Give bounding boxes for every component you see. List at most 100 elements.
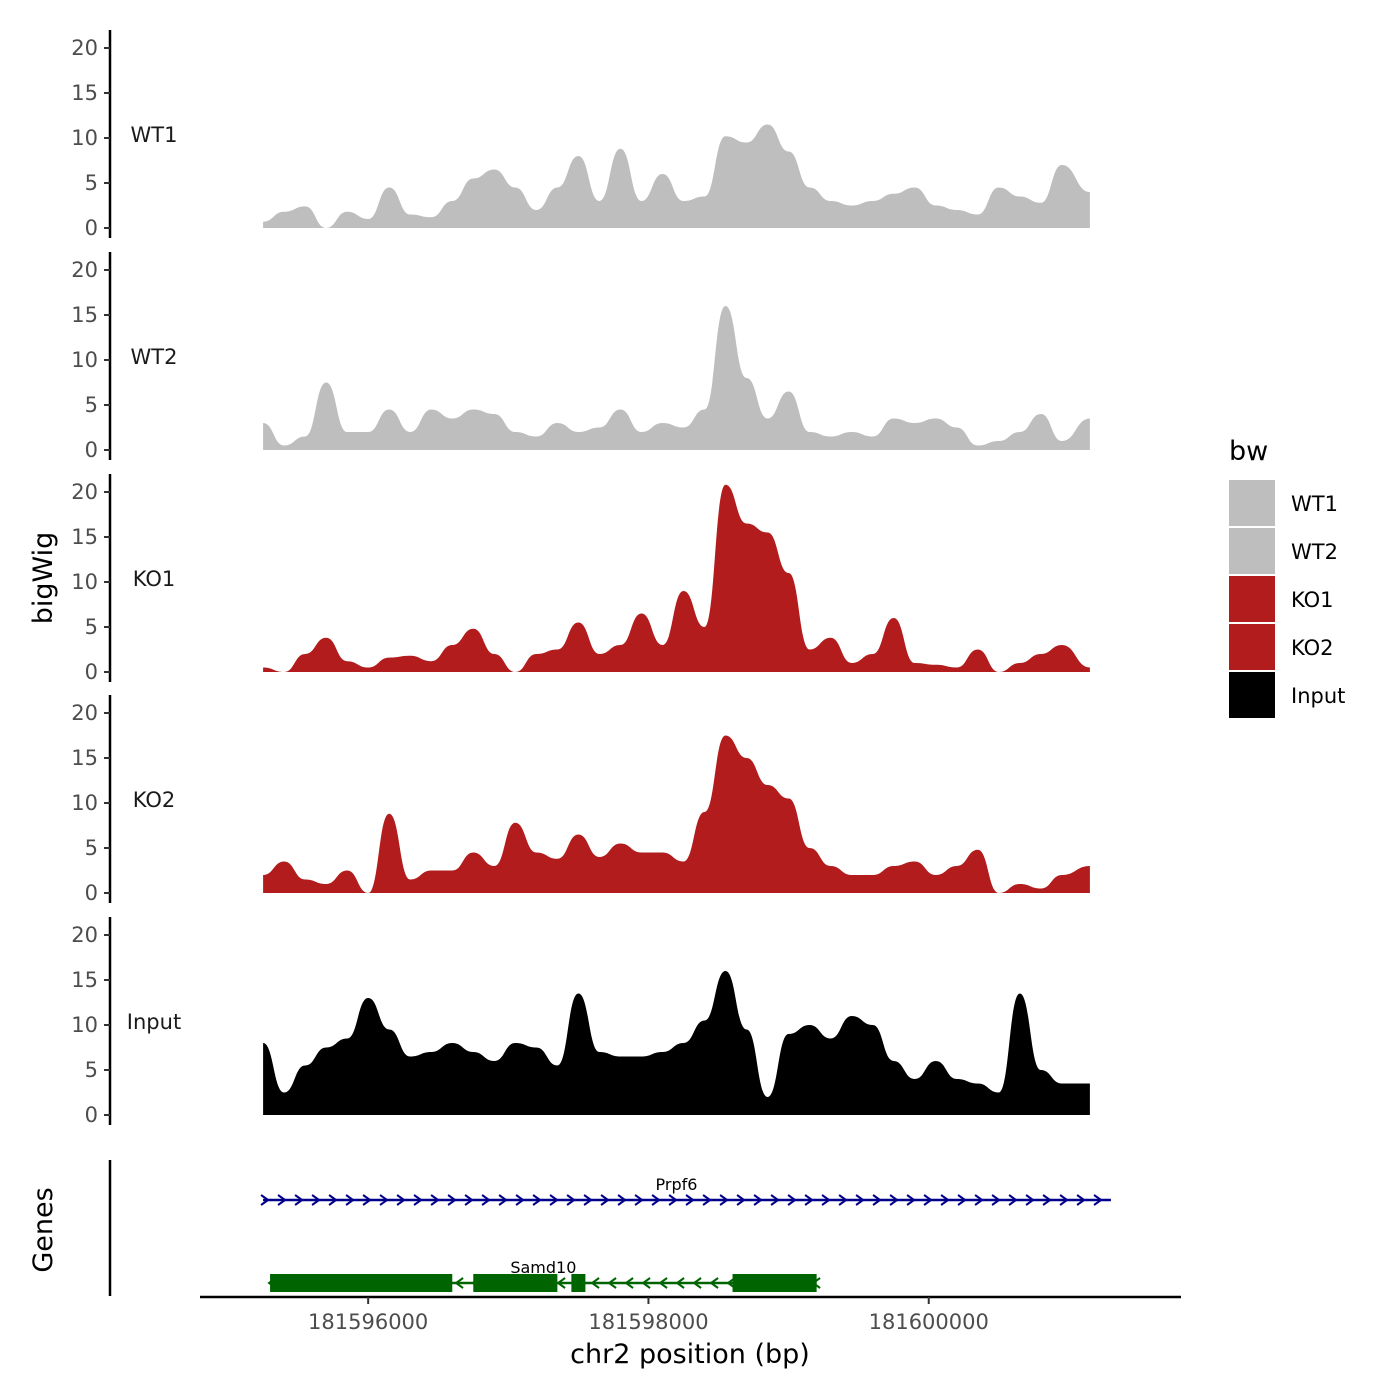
panel-ko2: 0 5 10 15 20 KO2 (71, 695, 1090, 905)
x-tick-label-181600000: 181600000 (869, 1310, 989, 1334)
legend: bw WT1 WT2 KO1 KO2 Input (1229, 436, 1345, 718)
y-tick-label-ko1-5: 5 (85, 615, 98, 639)
gene-strand-chevron (328, 1194, 338, 1206)
gene-strand-chevron (709, 1277, 719, 1289)
x-axis: 181596000 181598000 181600000 (200, 1295, 1181, 1334)
gene-strand-chevron (1059, 1194, 1069, 1206)
gene-strand-chevron (260, 1194, 270, 1206)
y-tick-label-input-5: 5 (85, 1058, 98, 1082)
gene-strand-chevron (658, 1277, 668, 1289)
gene-strand-chevron (1008, 1194, 1018, 1206)
gene-strand-chevron (454, 1277, 464, 1289)
gene-strand-chevron (624, 1277, 634, 1289)
y-tick-label-input-15: 15 (71, 968, 98, 992)
gene-strand-chevron (1076, 1194, 1086, 1206)
genes-axis-title: Genes (28, 1187, 59, 1272)
legend-label-input: Input (1291, 684, 1345, 708)
gene-strand-chevron (991, 1194, 1001, 1206)
y-tick-label-ko2-15: 15 (71, 746, 98, 770)
coverage-area-wt2 (263, 306, 1090, 450)
track-label-wt1: WT1 (131, 123, 178, 147)
coverage-panels: 0 5 10 15 20 WT1 0 5 10 15 20 WT2 0 5 10 15 20 KO1 0 5 10 15 2… (71, 30, 1090, 1127)
legend-key-input (1229, 672, 1275, 718)
y-tick-label-ko2-0: 0 (85, 881, 98, 905)
panel-wt1: 0 5 10 15 20 WT1 (71, 30, 1090, 240)
gene-label-prpf6: Prpf6 (656, 1175, 698, 1194)
gene-strand-chevron (556, 1277, 566, 1289)
y-tick-label-ko2-10: 10 (71, 791, 98, 815)
x-tick-label-181598000: 181598000 (588, 1310, 708, 1334)
gene-track: Prpf6 Samd10 (108, 1160, 1111, 1296)
gene-strand-chevron (770, 1194, 780, 1206)
y-tick-label-wt1-20: 20 (71, 36, 98, 60)
y-tick-label-ko2-5: 5 (85, 836, 98, 860)
legend-key-ko1 (1229, 576, 1275, 622)
gene-strand-chevron (702, 1194, 712, 1206)
gene-strand-chevron (668, 1194, 678, 1206)
coverage-area-input (263, 971, 1090, 1115)
gene-strand-chevron (872, 1194, 882, 1206)
gene-strand-chevron (396, 1194, 406, 1206)
gene-strand-chevron (379, 1194, 389, 1206)
y-tick-label-input-20: 20 (71, 923, 98, 947)
legend-label-wt1: WT1 (1291, 492, 1338, 516)
y-tick-label-ko1-0: 0 (85, 660, 98, 684)
coverage-area-wt1 (263, 124, 1090, 228)
y-tick-label-ko1-15: 15 (71, 525, 98, 549)
gene-strand-chevron (532, 1194, 542, 1206)
gene-strand-chevron (294, 1194, 304, 1206)
gene-strand-chevron (430, 1194, 440, 1206)
y-axis-title: bigWig (28, 532, 59, 625)
gene-strand-chevron (590, 1277, 600, 1289)
legend-label-ko1: KO1 (1291, 588, 1334, 612)
gene-exon-samd10-1 (270, 1274, 453, 1292)
gene-strand-chevron (838, 1194, 848, 1206)
gene-strand-chevron (345, 1194, 355, 1206)
gene-strand-chevron (515, 1194, 525, 1206)
track-label-input: Input (127, 1010, 181, 1034)
gene-strand-chevron (566, 1194, 576, 1206)
legend-title: bw (1229, 436, 1268, 467)
coverage-area-ko2 (263, 735, 1090, 893)
gene-strand-chevron (889, 1194, 899, 1206)
gene-exon-samd10-4 (732, 1274, 817, 1292)
y-tick-label-wt1-10: 10 (71, 126, 98, 150)
gene-strand-chevron (641, 1277, 651, 1289)
gene-strand-chevron (675, 1277, 685, 1289)
gene-strand-chevron (413, 1194, 423, 1206)
gene-strand-chevron (1025, 1194, 1035, 1206)
gene-strand-chevron (923, 1194, 933, 1206)
gene-strand-chevron (804, 1194, 814, 1206)
gene-strand-chevron (651, 1194, 661, 1206)
legend-label-wt2: WT2 (1291, 540, 1338, 564)
gene-exon-samd10-3 (571, 1274, 586, 1292)
y-tick-label-wt2-20: 20 (71, 258, 98, 282)
coverage-area-ko1 (263, 484, 1090, 672)
gene-strand-chevron (481, 1194, 491, 1206)
legend-key-wt2 (1229, 528, 1275, 574)
gene-strand-chevron (583, 1194, 593, 1206)
y-tick-label-wt1-5: 5 (85, 171, 98, 195)
panel-ko1: 0 5 10 15 20 KO1 (71, 474, 1090, 684)
y-tick-label-wt1-15: 15 (71, 81, 98, 105)
gene-strand-chevron (821, 1194, 831, 1206)
y-tick-label-wt2-5: 5 (85, 393, 98, 417)
panel-wt2: 0 5 10 15 20 WT2 (71, 252, 1090, 462)
gene-strand-chevron (692, 1277, 702, 1289)
gene-strand-chevron (600, 1194, 610, 1206)
gene-label-samd10: Samd10 (510, 1258, 576, 1277)
gene-strand-chevron (607, 1277, 617, 1289)
gene-strand-chevron (447, 1194, 457, 1206)
y-tick-label-ko1-20: 20 (71, 480, 98, 504)
gene-strand-chevron (957, 1194, 967, 1206)
x-tick-label-181596000: 181596000 (308, 1310, 428, 1334)
track-label-ko2: KO2 (133, 788, 176, 812)
gene-strand-chevron (1042, 1194, 1052, 1206)
panel-input: 0 5 10 15 20 Input (71, 917, 1090, 1127)
y-tick-label-ko1-10: 10 (71, 570, 98, 594)
y-tick-label-wt2-0: 0 (85, 438, 98, 462)
gene-strand-chevron (719, 1194, 729, 1206)
gene-strand-chevron (549, 1194, 559, 1206)
